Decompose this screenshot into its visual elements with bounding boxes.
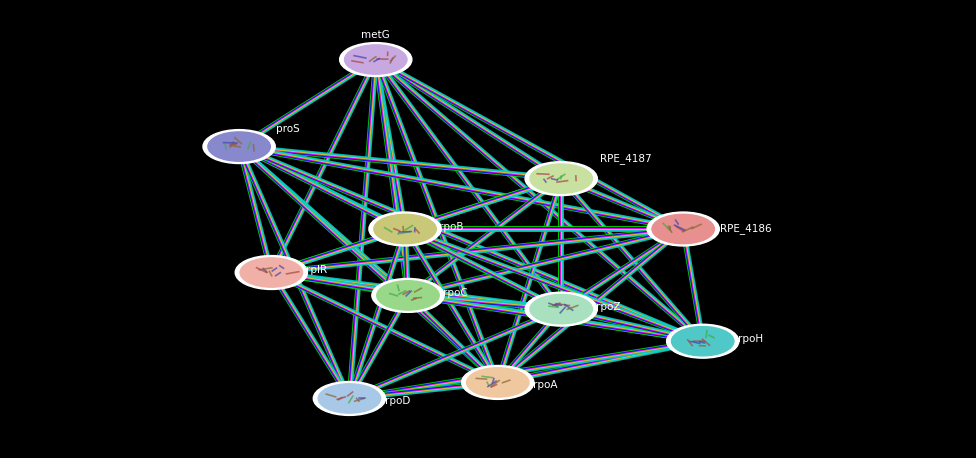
Circle shape — [345, 45, 407, 74]
Circle shape — [318, 384, 381, 413]
Text: rpoC: rpoC — [443, 288, 468, 298]
Circle shape — [652, 214, 714, 244]
Circle shape — [530, 294, 592, 324]
Circle shape — [647, 212, 719, 246]
Text: rplR: rplR — [306, 265, 328, 275]
Circle shape — [530, 164, 592, 193]
Text: RPE_4186: RPE_4186 — [720, 224, 772, 234]
Text: metG: metG — [361, 30, 390, 40]
Text: rpoH: rpoH — [738, 334, 763, 344]
Circle shape — [462, 365, 534, 399]
Text: rpoB: rpoB — [439, 222, 464, 232]
Text: proS: proS — [276, 124, 300, 134]
Text: rpoA: rpoA — [533, 380, 557, 390]
Circle shape — [369, 212, 441, 246]
Circle shape — [671, 327, 734, 356]
Text: rpoZ: rpoZ — [596, 302, 621, 312]
Circle shape — [372, 278, 444, 312]
Circle shape — [467, 368, 529, 397]
Circle shape — [203, 130, 275, 164]
Circle shape — [525, 162, 597, 196]
Circle shape — [240, 258, 303, 287]
Text: rpoD: rpoD — [385, 396, 410, 406]
Circle shape — [377, 281, 439, 310]
Text: RPE_4187: RPE_4187 — [600, 153, 652, 164]
Circle shape — [208, 132, 270, 161]
Circle shape — [340, 43, 412, 76]
Circle shape — [525, 292, 597, 326]
Circle shape — [313, 382, 386, 415]
Circle shape — [235, 256, 307, 289]
Circle shape — [667, 324, 739, 358]
Circle shape — [374, 214, 436, 244]
